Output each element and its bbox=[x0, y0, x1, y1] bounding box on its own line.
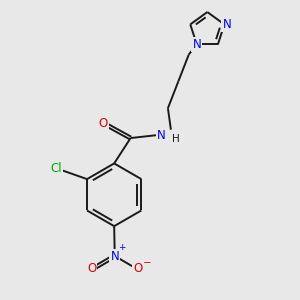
Text: N: N bbox=[110, 250, 119, 262]
Text: Cl: Cl bbox=[50, 162, 62, 175]
Text: N: N bbox=[192, 38, 201, 51]
Text: N: N bbox=[222, 18, 231, 31]
Text: O: O bbox=[87, 262, 96, 275]
Text: −: − bbox=[143, 258, 152, 268]
Text: O: O bbox=[98, 117, 108, 130]
Text: +: + bbox=[118, 243, 125, 252]
Text: O: O bbox=[133, 262, 142, 275]
Text: H: H bbox=[172, 134, 180, 144]
Text: N: N bbox=[157, 129, 165, 142]
